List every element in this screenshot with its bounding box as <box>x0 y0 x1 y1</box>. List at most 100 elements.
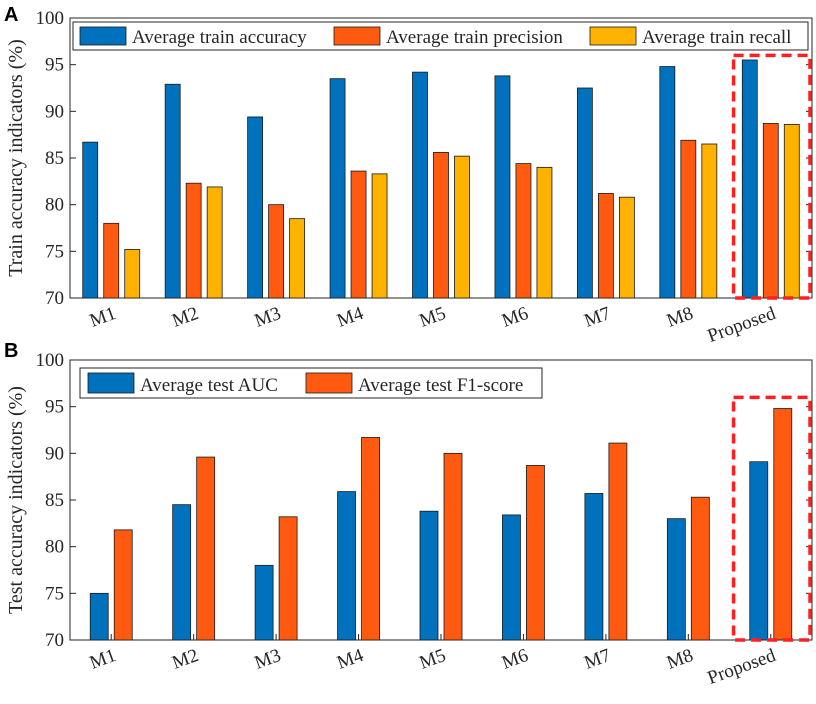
panel-a-category-label: M6 <box>499 303 531 332</box>
panel-a-y-tick-label: 70 <box>45 288 64 309</box>
panel-b-bar-average-test-auc <box>584 493 604 641</box>
panel-a-legend-label: Average train precision <box>386 27 563 48</box>
panel-a-bar-average-train-accuracy <box>494 75 511 299</box>
panel-b-category-label: M3 <box>252 645 284 674</box>
panel-b-bar-average-test-auc <box>502 514 521 641</box>
panel-b-bar-average-test-auc <box>749 461 769 641</box>
panel-b-bar-average-test-auc <box>254 564 274 641</box>
panel-a-bar-average-train-accuracy <box>247 116 264 299</box>
panel-a-category-labels: M1 M2 M3 M4 M5 M6 M7 M8 Proposed <box>87 303 779 347</box>
panel-a-bar-average-train-precision <box>515 163 532 299</box>
panel-b-axes: 70 75 80 85 90 95 100 <box>36 350 813 651</box>
panel-b-y-tick-label: 90 <box>45 443 64 464</box>
panel-a-category-label: Proposed <box>705 303 779 347</box>
panel-b-category-labels: M1 M2 M3 M4 M5 M6 M7 M8 Proposed <box>87 645 779 689</box>
panel-a-legend-label: Average train recall <box>642 27 791 48</box>
panel-b-category-label: M1 <box>87 645 119 674</box>
panel-b-legend-label: Average test AUC <box>140 375 278 396</box>
panel-a-category-label: M7 <box>582 303 614 332</box>
panel-a-bar-average-train-recall <box>454 155 470 299</box>
panel-a-bar-average-train-accuracy <box>164 83 181 299</box>
panel-a-bar-average-train-recall <box>618 196 635 299</box>
panel-a-legend-box <box>72 21 809 51</box>
panel-b-bar-average-test-auc <box>337 491 356 641</box>
panel-a-bar-average-train-accuracy <box>412 71 428 299</box>
panel-b-category-label: M5 <box>417 645 449 674</box>
panel-a-category-label: M1 <box>87 303 119 332</box>
panel-a-y-tick-label: 85 <box>45 148 64 169</box>
panel-b-legend-swatch <box>87 372 135 394</box>
panel-b-legend-label: Average test F1-score <box>358 375 523 396</box>
panel-b-category-label: M6 <box>499 645 531 674</box>
panel-b-y-tick-label: 85 <box>45 490 64 511</box>
panel-b-bar-average-test-auc <box>172 504 192 641</box>
panel-a-y-tick-label: 95 <box>45 55 64 76</box>
panel-b-y-tick-label: 95 <box>45 397 64 418</box>
panel-a-y-tick-label: 90 <box>45 101 64 122</box>
panel-a-category-label: M5 <box>417 303 449 332</box>
panel-a-legend-label: Average train accuracy <box>132 27 307 48</box>
panel-a-y-axis-label: Train accuracy indicators (%) <box>5 39 27 277</box>
panel-a-bar-average-train-accuracy <box>329 78 346 299</box>
panel-b-label: B <box>4 340 18 362</box>
panel-a-bar-average-train-accuracy <box>82 141 99 299</box>
panel-a-legend-swatch <box>589 26 637 46</box>
panel-a-bar-average-train-precision <box>597 193 614 299</box>
panel-a-highlight-box <box>731 53 812 300</box>
panel-b-bar-average-test-f1-score <box>608 442 628 641</box>
panel-a: A Train accuracy indicators (%) 70 75 80 85… <box>4 4 813 347</box>
panel-a-bar-average-train-recall <box>783 124 800 299</box>
panel-b-bar-average-test-f1-score <box>361 437 380 641</box>
panel-b-y-tick-label: 75 <box>45 583 64 604</box>
panel-b-highlight-box <box>731 395 812 642</box>
panel-a-bar-average-train-accuracy <box>741 59 758 299</box>
panel-b-legend-swatch <box>305 372 353 394</box>
panel-b-bar-average-test-f1-score <box>278 516 298 641</box>
panel-a-bar-average-train-recall <box>289 218 306 299</box>
panel-b-bar-average-test-f1-score <box>113 529 133 641</box>
panel-a-category-label: M2 <box>169 303 201 332</box>
panel-b-y-axis-label: Test accuracy indicators (%) <box>5 386 27 614</box>
panel-a-bar-average-train-accuracy <box>576 87 593 299</box>
panel-a-bar-average-train-precision <box>433 151 449 299</box>
panel-a-bar-average-train-precision <box>680 139 697 299</box>
panel-a-y-tick-label: 100 <box>36 8 65 29</box>
panel-b-y-tick-label: 80 <box>45 537 64 558</box>
panel-a-bar-average-train-precision <box>350 170 367 299</box>
panel-b-y-tick-label: 70 <box>45 630 64 651</box>
panel-b-category-label: M7 <box>582 645 614 674</box>
panel-b-bar-average-test-auc <box>419 510 439 641</box>
panel-a-bar-average-train-precision <box>762 123 779 299</box>
panel-a-label: A <box>4 4 18 26</box>
panel-a-category-label: M4 <box>334 303 366 332</box>
panel-b-bar-average-test-f1-score <box>443 452 463 641</box>
panel-a-y-tick-label: 80 <box>45 195 64 216</box>
panel-a-bar-average-train-recall <box>536 166 553 299</box>
panel-b-category-label: M2 <box>169 645 201 674</box>
panel-a-bar-average-train-recall <box>371 173 388 299</box>
panel-a-category-label: M8 <box>664 303 696 332</box>
panel-b-bar-average-test-f1-score <box>773 408 793 641</box>
panel-b-bar-average-test-auc <box>666 518 686 641</box>
panel-a-bars <box>82 59 800 299</box>
panel-a-bar-average-train-precision <box>185 182 202 299</box>
panel-b-category-label: M4 <box>334 645 366 674</box>
panel-b-y-tick-label: 100 <box>36 350 65 371</box>
panel-a-bar-average-train-recall <box>206 186 223 299</box>
panel-b-bar-average-test-f1-score <box>690 496 710 641</box>
panel-b-highlight <box>731 395 812 642</box>
panel-a-category-label: M3 <box>252 303 284 332</box>
panel-b-bar-average-test-f1-score <box>196 456 216 641</box>
panel-b-category-label: M8 <box>664 645 696 674</box>
panel-a-y-tick-label: 75 <box>45 241 64 262</box>
panel-a-legend: Average train accuracy Average train prec… <box>72 21 809 51</box>
panel-b-legend: Average test AUC Average test F1-score <box>79 367 543 399</box>
panel-a-bar-average-train-accuracy <box>659 66 676 299</box>
panel-a-bar-average-train-precision <box>268 204 285 299</box>
panel-b-category-label: Proposed <box>705 645 779 689</box>
panel-b-bar-average-test-f1-score <box>526 465 545 641</box>
panel-b-bars <box>89 408 793 641</box>
panel-a-bar-average-train-recall <box>124 249 141 299</box>
panel-b-bar-average-test-auc <box>89 592 109 641</box>
